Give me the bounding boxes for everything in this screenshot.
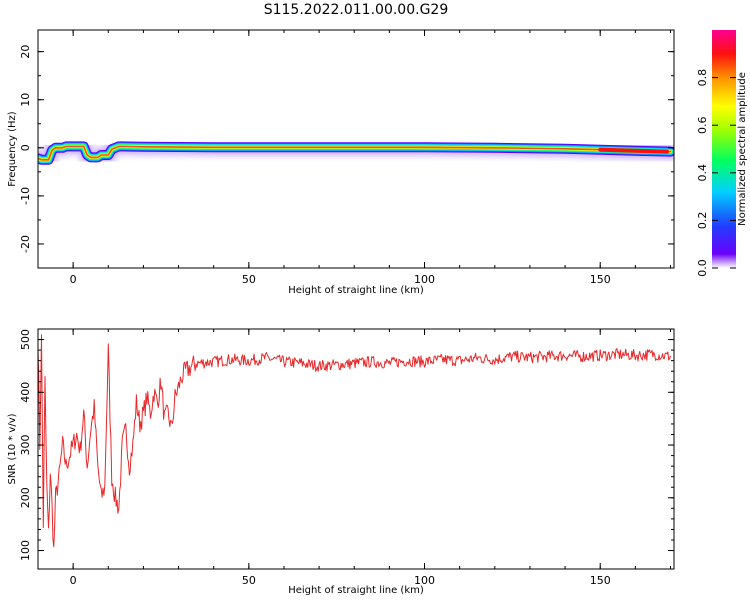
top-plot-frame: [37, 29, 675, 269]
colorbar-label: Normalized spectral amplitude: [737, 72, 748, 226]
bottom-x-axis-label: Height of straight line (km): [288, 585, 424, 596]
snr-series-line: [38, 334, 671, 548]
top-x-tick-label-0: 0: [70, 273, 77, 286]
bottom-x-tick-label-1: 50: [242, 574, 256, 587]
colorbar-tick-label-0: 0.0: [696, 259, 709, 277]
top-x-tick-label-3: 150: [590, 273, 611, 286]
top-y-tick-label-1: 10: [19, 93, 32, 107]
bottom-y-tick-label-0: 100: [19, 540, 32, 561]
snr-panel: 0 50 100 150 100 200 300 400 500 Height of strai…: [7, 328, 675, 596]
top-y-tick-label-2: 0: [19, 144, 32, 151]
bottom-x-tick-label-0: 0: [70, 574, 77, 587]
top-y-tick-label-4: -20: [19, 235, 32, 253]
bottom-y-axis-label: SNR (10 * v/v): [7, 413, 18, 484]
top-y-tick-label-3: -10: [19, 187, 32, 205]
bottom-y-tick-label-4: 500: [19, 329, 32, 350]
bottom-plot-frame: [37, 328, 675, 570]
bottom-x-tick-label-2: 100: [414, 574, 435, 587]
chart-title: S115.2022.011.00.00.G29: [264, 2, 449, 18]
spectrogram-ridge: [38, 135, 674, 171]
colorbar-tick-label-4: 0.8: [696, 69, 709, 87]
colorbar-tick-label-2: 0.4: [696, 164, 709, 182]
top-x-axis-label: Height of straight line (km): [288, 285, 424, 296]
colorbar: 0.0 0.2 0.4 0.6 0.8 Normalized spectral ampl…: [696, 30, 748, 277]
bottom-y-tick-label-1: 200: [19, 487, 32, 508]
ridge-layer-7: [38, 145, 672, 161]
colorbar-tick-label-1: 0.2: [696, 212, 709, 230]
top-y-axis-label: Frequency (Hz): [7, 111, 18, 187]
colorbar-gradient: [712, 30, 736, 268]
bottom-x-tick-label-3: 150: [590, 574, 611, 587]
top-y-tick-label-0: 20: [19, 45, 32, 59]
top-x-tick-label-1: 50: [242, 273, 256, 286]
bottom-y-tick-label-2: 300: [19, 435, 32, 456]
colorbar-tick-label-3: 0.6: [696, 116, 709, 134]
ridge-peak-segment: [598, 147, 669, 154]
bottom-y-tick-label-3: 400: [19, 382, 32, 403]
top-x-tick-label-2: 100: [414, 273, 435, 286]
